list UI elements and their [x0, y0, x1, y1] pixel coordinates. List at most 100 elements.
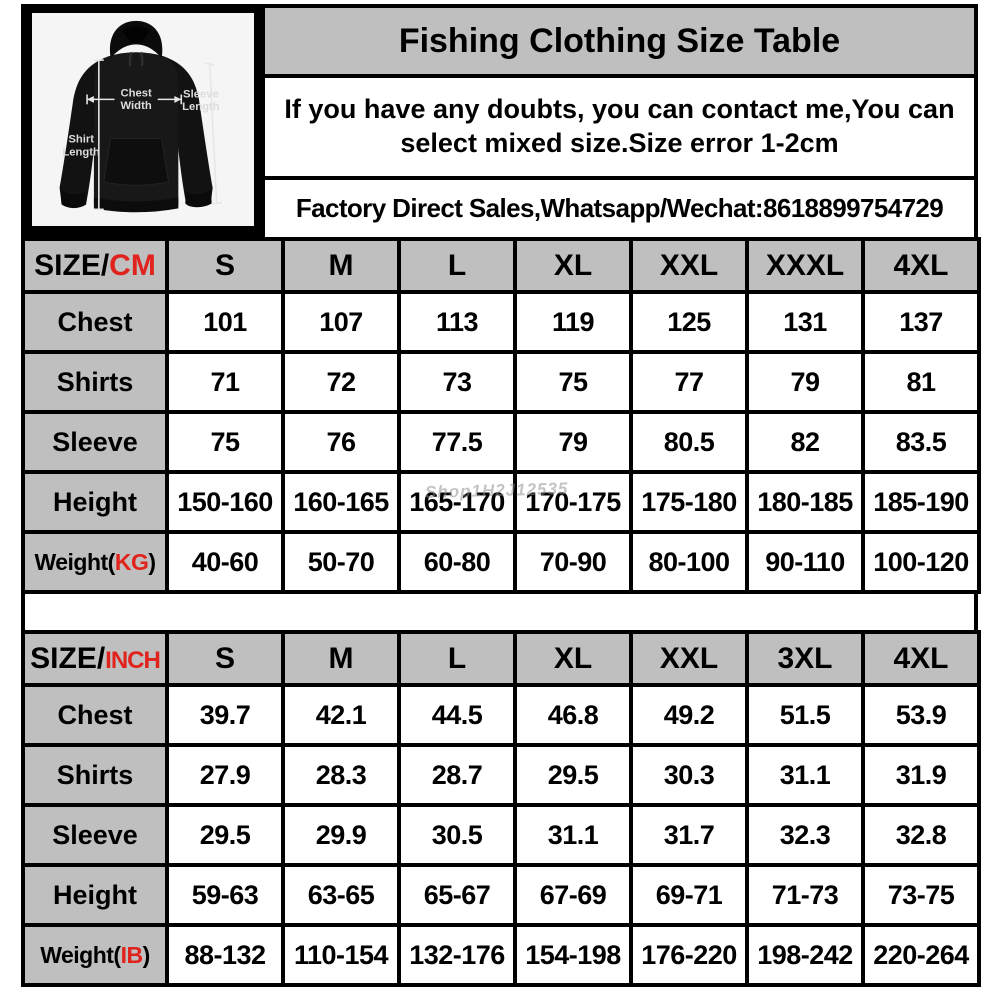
inch-col-xxl: XXL — [629, 630, 749, 687]
cm-weight-row: Weight(KG) 40-60 50-70 60-80 70-90 80-10… — [21, 530, 981, 594]
cm-col-s: S — [165, 237, 285, 294]
size-cell: 28.3 — [281, 743, 401, 807]
hoodie-photo-background: Chest Width Sleeve Length Shirt Length — [32, 13, 254, 226]
cm-col-4xl: 4XL — [861, 237, 981, 294]
cm-col-xl: XL — [513, 237, 633, 294]
size-chart-sheet: Chest Width Sleeve Length Shirt Length F… — [21, 4, 981, 987]
row-label: Sleeve — [21, 803, 169, 867]
size-cell: 29.5 — [513, 743, 633, 807]
size-cell: 31.1 — [745, 743, 865, 807]
size-cell: 73-75 — [861, 863, 981, 927]
size-cell: 101 — [165, 290, 285, 354]
size-cell: 100-120 — [861, 530, 981, 594]
inch-col-s: S — [165, 630, 285, 687]
inch-size-unit-cell: SIZE/INCH — [21, 630, 169, 687]
table-divider-band — [21, 594, 978, 630]
cm-col-xxl: XXL — [629, 237, 749, 294]
size-cell: 31.7 — [629, 803, 749, 867]
ib-unit: IB — [120, 941, 144, 968]
inch-col-xl: XL — [513, 630, 633, 687]
size-cell: 75 — [165, 410, 285, 474]
size-cell: 75 — [513, 350, 633, 414]
size-cell: 80.5 — [629, 410, 749, 474]
size-cell: 63-65 — [281, 863, 401, 927]
row-label: Sleeve — [21, 410, 169, 474]
cm-col-l: L — [397, 237, 517, 294]
size-cell: 77 — [629, 350, 749, 414]
size-cell: 67-69 — [513, 863, 633, 927]
row-label-weight-kg: Weight(KG) — [21, 530, 169, 594]
size-cell: 30.5 — [397, 803, 517, 867]
weight-suffix: ) — [142, 941, 151, 968]
size-cell: 49.2 — [629, 683, 749, 747]
size-cell: 82 — [745, 410, 865, 474]
cm-shirts-row: Shirts 71 72 73 75 77 79 81 — [21, 350, 981, 414]
size-cell: 42.1 — [281, 683, 401, 747]
factory-contact-line: Factory Direct Sales,Whatsapp/Wechat:861… — [261, 176, 978, 241]
size-prefix: SIZE/ — [34, 248, 110, 282]
size-cell: 59-63 — [165, 863, 285, 927]
size-cell: 107 — [281, 290, 401, 354]
inch-header-row: SIZE/INCH S M L XL XXL 3XL 4XL — [21, 630, 981, 687]
size-cell: 71-73 — [745, 863, 865, 927]
sleeve-length-label-2: Length — [182, 101, 220, 113]
inch-weight-row: Weight(IB) 88-132 110-154 132-176 154-19… — [21, 923, 981, 987]
size-cell: 44.5 — [397, 683, 517, 747]
chest-width-label-1: Chest — [120, 87, 152, 99]
size-cell: 76 — [281, 410, 401, 474]
size-cell: 29.5 — [165, 803, 285, 867]
size-cell: 28.7 — [397, 743, 517, 807]
chest-arrow-left — [87, 95, 94, 103]
shirt-length-label-1: Shirt — [68, 134, 94, 146]
size-cell: 51.5 — [745, 683, 865, 747]
size-cell: 83.5 — [861, 410, 981, 474]
inch-chest-row: Chest 39.7 42.1 44.5 46.8 49.2 51.5 53.9 — [21, 683, 981, 747]
size-cell: 176-220 — [629, 923, 749, 987]
size-cell: 79 — [745, 350, 865, 414]
size-cell: 69-71 — [629, 863, 749, 927]
size-cell: 132-176 — [397, 923, 517, 987]
row-label: Shirts — [21, 350, 169, 414]
inch-sleeve-row: Sleeve 29.5 29.9 30.5 31.1 31.7 32.3 32.… — [21, 803, 981, 867]
size-cell: 32.3 — [745, 803, 865, 867]
row-label: Height — [21, 470, 169, 534]
size-cell: 27.9 — [165, 743, 285, 807]
hoodie-hem — [93, 197, 179, 213]
chest-arrow-right — [174, 95, 182, 103]
size-cell: 31.9 — [861, 743, 981, 807]
size-cell: 88-132 — [165, 923, 285, 987]
size-cell: 220-264 — [861, 923, 981, 987]
inch-height-row: Height 59-63 63-65 65-67 67-69 69-71 71-… — [21, 863, 981, 927]
header-section: Chest Width Sleeve Length Shirt Length F… — [21, 4, 978, 241]
row-label: Chest — [21, 290, 169, 354]
contact-note: If you have any doubts, you can contact … — [261, 74, 978, 180]
size-cell: 125 — [629, 290, 749, 354]
cm-height-row: Height 150-160 160-165 165-170 170-175 1… — [21, 470, 981, 534]
page-title: Fishing Clothing Size Table — [261, 4, 978, 78]
cm-unit: CM — [109, 248, 156, 282]
size-cell: 119 — [513, 290, 633, 354]
weight-prefix: Weight( — [34, 548, 115, 575]
size-cell: 40-60 — [165, 530, 285, 594]
inch-shirts-row: Shirts 27.9 28.3 28.7 29.5 30.3 31.1 31.… — [21, 743, 981, 807]
hoodie-measurement-image: Chest Width Sleeve Length Shirt Length — [21, 4, 265, 241]
weight-suffix: ) — [148, 548, 156, 575]
size-cell: 198-242 — [745, 923, 865, 987]
hoodie-graphic: Chest Width Sleeve Length Shirt Length — [59, 20, 222, 213]
size-cell: 160-165 — [281, 470, 401, 534]
size-cell: 180-185 — [745, 470, 865, 534]
size-cell: 70-90 — [513, 530, 633, 594]
size-cell: 29.9 — [281, 803, 401, 867]
size-cell: 131 — [745, 290, 865, 354]
row-label: Chest — [21, 683, 169, 747]
size-cell: 154-198 — [513, 923, 633, 987]
size-cell: 50-70 — [281, 530, 401, 594]
size-cell: 170-175 — [513, 470, 633, 534]
size-cell: 137 — [861, 290, 981, 354]
hoodie-pocket — [103, 138, 170, 186]
row-label: Shirts — [21, 743, 169, 807]
size-cell: 71 — [165, 350, 285, 414]
header-text-column: Fishing Clothing Size Table If you have … — [261, 4, 978, 241]
size-cell: 81 — [861, 350, 981, 414]
size-table-inch: SIZE/INCH S M L XL XXL 3XL 4XL Chest 39.… — [21, 630, 981, 987]
